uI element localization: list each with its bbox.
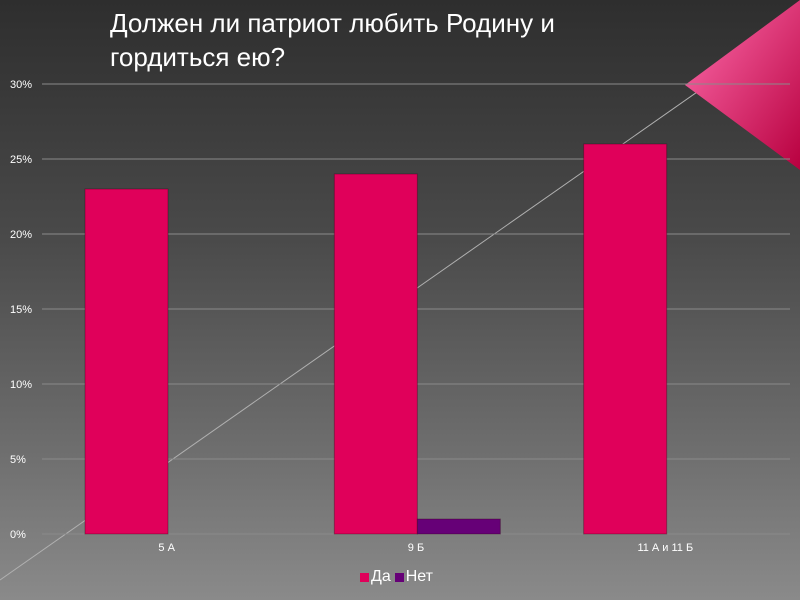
y-tick-label: 25% bbox=[10, 154, 32, 166]
x-tick-label: 11 А и 11 Б bbox=[637, 542, 693, 554]
chart-title: Должен ли патриот любить Родину и гордит… bbox=[110, 8, 555, 72]
bars bbox=[84, 143, 668, 535]
y-tick-label: 20% bbox=[10, 229, 32, 241]
bar-da-0 bbox=[84, 188, 169, 535]
y-tick-label: 10% bbox=[10, 379, 32, 391]
legend-entry: Да bbox=[360, 568, 391, 586]
x-tick-label: 9 Б bbox=[408, 542, 424, 554]
y-tick-label: 15% bbox=[10, 304, 32, 316]
legend-swatch bbox=[394, 572, 404, 582]
pink-triangle-decoration bbox=[685, 0, 800, 170]
bar-da-1 bbox=[333, 173, 418, 535]
bar-da-2 bbox=[583, 143, 668, 535]
y-tick-label: 0% bbox=[10, 529, 26, 541]
legend-swatch bbox=[360, 572, 369, 582]
legend-label: Нет bbox=[405, 568, 433, 585]
x-axis: 5 А 9 Б 11 А и 11 Б bbox=[158, 542, 693, 554]
y-axis: 0% 5% 10% 15% 20% 25% 30% bbox=[10, 79, 32, 541]
bar-net-1 bbox=[416, 518, 501, 535]
legend-entry: Нет bbox=[394, 568, 433, 586]
legend-label: Да bbox=[371, 568, 391, 585]
y-tick-label: 30% bbox=[10, 79, 32, 91]
y-tick-label: 5% bbox=[10, 454, 26, 466]
x-tick-label: 5 А bbox=[158, 542, 175, 554]
legend: Да Нет bbox=[360, 568, 433, 586]
